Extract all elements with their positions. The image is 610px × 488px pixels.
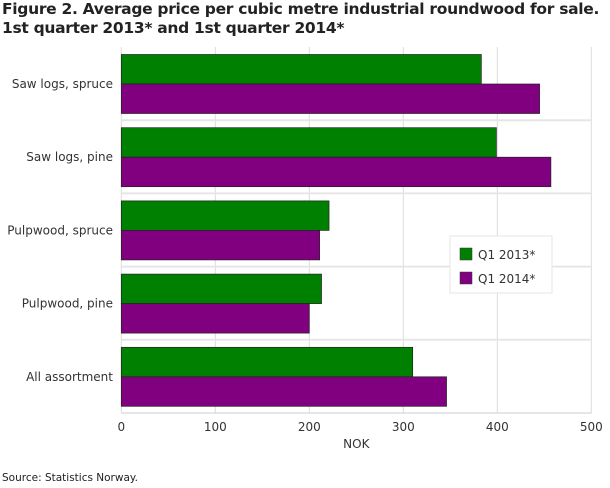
x-tick-label: 400 (486, 420, 509, 434)
bar-q1-2013 (120, 54, 482, 85)
bar-q1-2013 (120, 127, 497, 158)
bar-q1-2013 (120, 200, 330, 231)
bar-q1-2013 (120, 273, 322, 304)
source-note: Source: Statistics Norway. (2, 472, 138, 484)
legend-label: Q1 2014* (478, 272, 535, 286)
bar-q1-2014 (120, 83, 540, 114)
legend-swatch (459, 271, 473, 285)
bar-q1-2014 (120, 376, 447, 407)
y-category-label: Saw logs, spruce (12, 77, 113, 91)
y-category-label: All assortment (26, 370, 113, 384)
x-tick-label: 500 (580, 420, 603, 434)
y-category-label: Pulpwood, pine (22, 297, 113, 311)
x-tick-label: 300 (392, 420, 415, 434)
subtitle-line: 1st quarter 2013* and 1st quarter 2014* (2, 19, 345, 37)
chart-title: Figure 2. Average price per cubic metre … (2, 0, 599, 38)
x-tick-label: 0 (117, 420, 125, 434)
title-line: Figure 2. Average price per cubic metre … (2, 0, 600, 18)
legend-swatch (459, 247, 473, 261)
bar-q1-2014 (120, 303, 310, 334)
y-category-label: Saw logs, pine (26, 150, 113, 164)
bar-chart: 0 100 200 300 400 500 Saw logs, spruce Saw logs… (7, 47, 603, 451)
x-tick-label: 200 (298, 420, 321, 434)
x-axis-title: NOK (343, 437, 370, 451)
legend-label: Q1 2013* (478, 248, 535, 262)
bar-q1-2013 (120, 346, 414, 378)
bar-q1-2014 (120, 230, 320, 261)
x-tick-label: 100 (204, 420, 227, 434)
bar-q1-2014 (120, 156, 552, 188)
y-category-label: Pulpwood, spruce (7, 223, 113, 237)
